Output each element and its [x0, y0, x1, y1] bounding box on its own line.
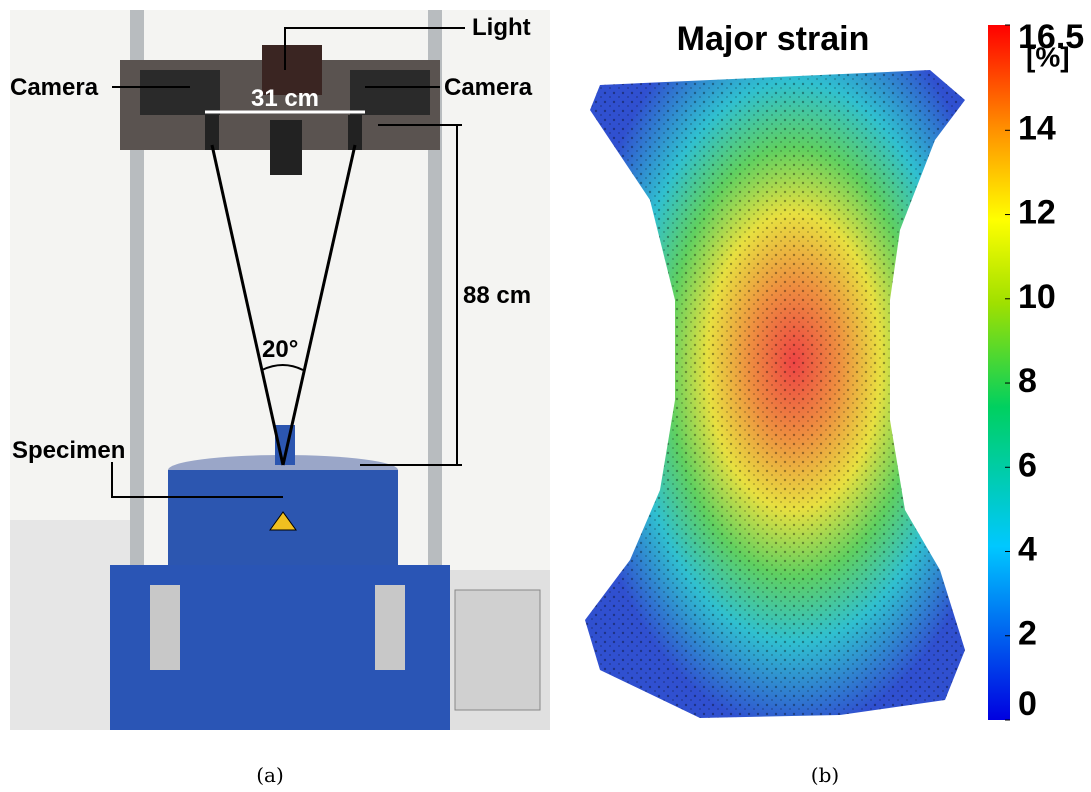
colorbar-tick-label: 14	[1018, 109, 1056, 147]
colorbar-gradient	[988, 25, 1010, 720]
colorbar-tick-label: 4	[1018, 530, 1037, 568]
colorbar-tick-label: 10	[1018, 278, 1056, 316]
colorbar-tick-label: 6	[1018, 446, 1037, 484]
photo	[10, 10, 550, 730]
caption: (a)	[256, 763, 284, 787]
colorbar-tick-label: 0	[1018, 685, 1037, 723]
colorbar-tick-label: 12	[1018, 194, 1056, 232]
colorbar-tick-label: 8	[1018, 362, 1037, 400]
speckle	[585, 70, 965, 718]
label-angle: 20°	[262, 336, 298, 363]
label-width: 31 cm	[251, 85, 319, 112]
label-camera: Camera	[444, 74, 533, 101]
colorbar-unit: [%]	[1026, 41, 1070, 72]
label-specimen: Specimen	[12, 437, 125, 464]
label-height: 88 cm	[463, 282, 531, 309]
colorbar-tick-label: 2	[1018, 615, 1037, 653]
caption: (b)	[811, 763, 839, 787]
label-camera: Camera	[10, 74, 99, 101]
label-light: Light	[472, 14, 531, 41]
figure: Light Camera Camera 31 cm 88 cm 20° Spec…	[0, 0, 1091, 792]
panel-title: Major strain	[677, 20, 870, 58]
